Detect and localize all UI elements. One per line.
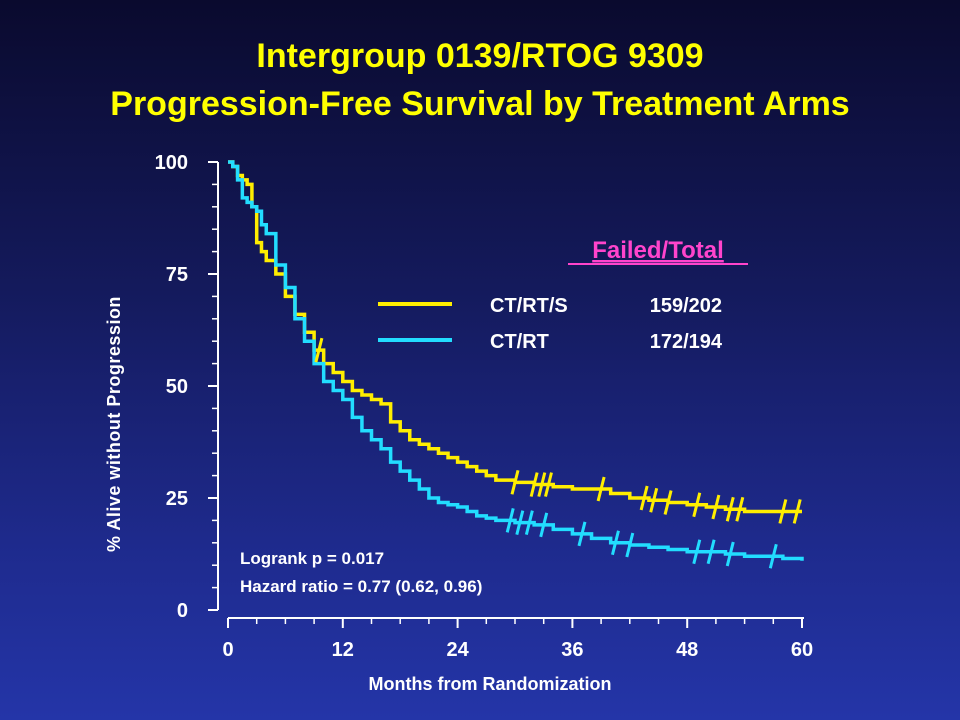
y-tick-label: 25 xyxy=(166,488,188,510)
censor-mark xyxy=(778,499,788,524)
censor-mark xyxy=(663,490,673,515)
censor-mark xyxy=(625,532,635,558)
annotation-0: Logrank p = 0.017 xyxy=(240,549,384,568)
censor-mark xyxy=(792,499,802,524)
legend-header: Failed/Total xyxy=(592,237,724,264)
chart-title-line1: Intergroup 0139/RTOG 9309 xyxy=(256,37,704,75)
censor-mark xyxy=(524,510,534,536)
censor-marks xyxy=(314,337,802,569)
censor-mark xyxy=(692,492,702,518)
y-tick-label: 50 xyxy=(166,376,188,398)
y-tick-label: 75 xyxy=(166,264,188,286)
censor-mark xyxy=(529,472,539,497)
chart-title-line2: Progression-Free Survival by Treatment A… xyxy=(110,85,850,123)
chart-series xyxy=(228,160,804,561)
chart-annotations: Logrank p = 0.017 Hazard ratio = 0.77 (0.… xyxy=(240,549,482,596)
censor-mark xyxy=(577,521,587,547)
legend-name-1: CT/RT xyxy=(490,331,549,353)
censor-mark xyxy=(539,512,549,538)
censor-mark xyxy=(639,485,649,511)
x-tick-label: 24 xyxy=(446,639,469,661)
legend-failed-total-1: 172/194 xyxy=(650,331,723,353)
x-tick-label: 48 xyxy=(676,639,698,661)
censor-mark xyxy=(706,539,716,565)
chart-legend: Failed/Total CT/RT/S 159/202 CT/RT 172/194 xyxy=(378,237,748,353)
x-tick-label: 36 xyxy=(561,639,583,661)
censor-mark xyxy=(314,337,324,363)
series-line-1 xyxy=(228,160,804,561)
censor-mark xyxy=(610,530,620,556)
x-tick-label: 0 xyxy=(222,639,233,661)
chart-axes: 0 25 50 75 100 0 12 24 36 48 60 Months from Randomi… xyxy=(104,152,813,694)
censor-mark xyxy=(515,510,525,536)
x-tick-label: 60 xyxy=(791,639,813,661)
censor-mark xyxy=(505,508,515,533)
censor-mark xyxy=(735,496,745,522)
censor-mark xyxy=(768,543,778,569)
censor-mark xyxy=(692,539,702,565)
censor-mark xyxy=(725,541,735,567)
y-tick-label: 100 xyxy=(155,152,188,174)
y-axis-label: % Alive without Progression xyxy=(104,296,124,552)
censor-mark xyxy=(725,496,735,522)
annotation-1: Hazard ratio = 0.77 (0.62, 0.96) xyxy=(240,577,482,596)
x-axis-label: Months from Randomization xyxy=(369,674,612,694)
censor-mark xyxy=(711,494,721,520)
y-tick-label: 0 xyxy=(177,600,188,622)
legend-name-0: CT/RT/S xyxy=(490,295,568,317)
censor-mark xyxy=(537,472,547,497)
censor-mark xyxy=(510,469,520,495)
series-line-0 xyxy=(228,160,802,514)
legend-failed-total-0: 159/202 xyxy=(650,295,722,317)
censor-mark xyxy=(596,476,606,502)
censor-mark xyxy=(544,472,553,497)
censor-mark xyxy=(649,487,659,513)
x-tick-label: 12 xyxy=(332,639,354,661)
